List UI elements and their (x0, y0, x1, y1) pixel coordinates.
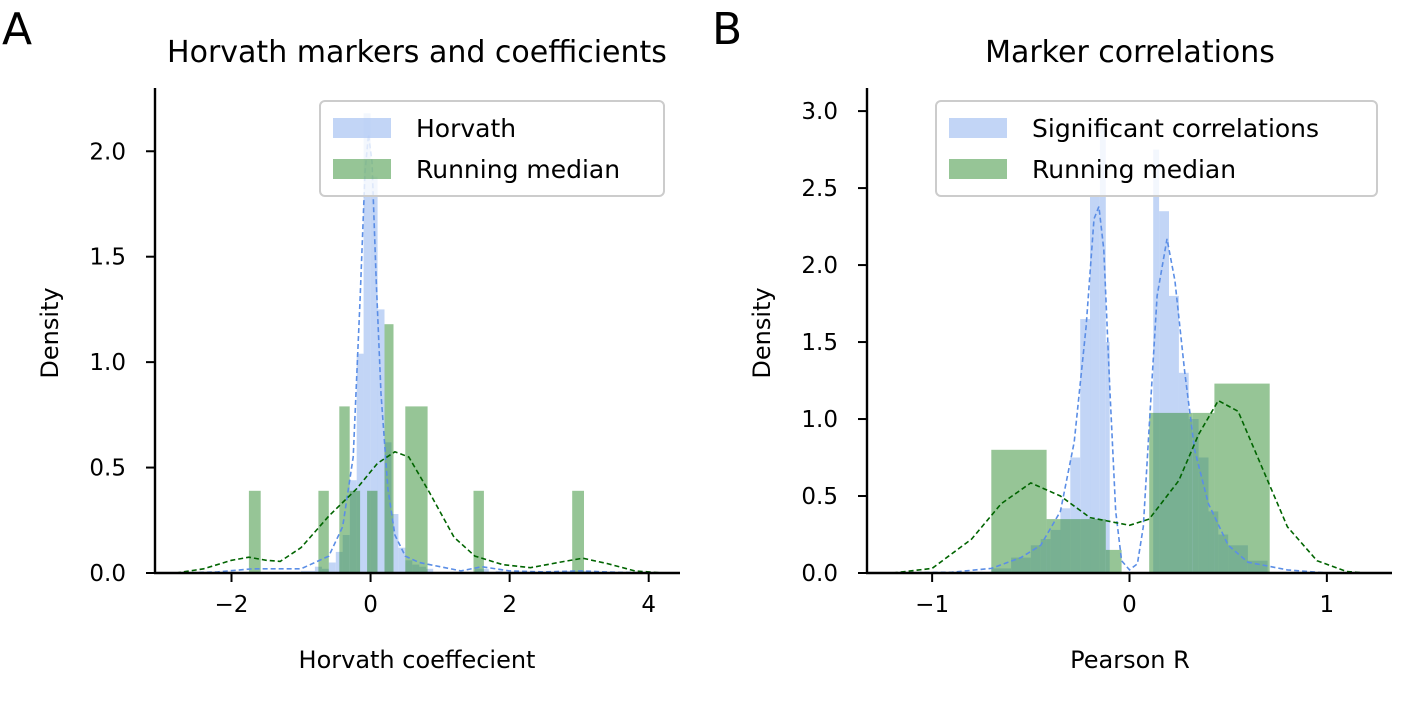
histogram-bar (349, 490, 361, 573)
plot-area-a: −2 0 2 4 0.0 0.5 1.0 1.5 2.0 Horvath Running media… (89, 88, 680, 618)
series-2-kde-line (892, 399, 1367, 574)
histogram-bar (1090, 195, 1100, 574)
y-tick-label: 3.0 (801, 99, 838, 125)
histogram-bar (1105, 342, 1110, 573)
histogram-bar (1080, 319, 1091, 573)
plot-area-b: −1 0 1 0.0 0.5 1.0 1.5 2.0 2.5 3.0 Significant cor… (801, 88, 1392, 618)
histogram-bar (426, 568, 434, 573)
y-tick-label: 1.0 (801, 407, 838, 433)
y-tick-label: 1.5 (801, 330, 838, 356)
histogram-bar (391, 514, 399, 573)
histogram-bar (398, 547, 406, 573)
series-2-bars (991, 383, 1270, 573)
legend-swatch (949, 159, 1007, 179)
legend-label: Horvath (416, 114, 516, 143)
histogram-bar (473, 490, 484, 573)
histogram-bar (339, 406, 350, 573)
histogram-bar (991, 449, 1047, 573)
histogram-bar (318, 490, 329, 573)
histogram-bar (377, 309, 385, 573)
legend-label: Running median (1032, 155, 1236, 184)
y-tick-label: 2.0 (89, 139, 126, 165)
histogram-bar (1153, 149, 1160, 573)
y-tick-label: 2.5 (801, 176, 838, 202)
series-1-kde-line (182, 134, 649, 574)
histogram-bar (1105, 549, 1122, 573)
legend-swatch (333, 118, 391, 138)
histogram-bar (405, 406, 428, 573)
histogram-bar (1192, 412, 1215, 573)
legend-swatch (333, 159, 391, 179)
histogram-bar (572, 490, 584, 573)
y-tick-label: 0.5 (801, 484, 838, 510)
x-tick-label: −2 (215, 592, 249, 618)
histogram-bar (367, 490, 378, 573)
x-axis-label-b: Pearson R (1070, 646, 1190, 674)
panel-letter-b: B (712, 4, 742, 55)
y-tick-label: 0.0 (801, 561, 838, 587)
x-axis-label-a: Horvath coeffecient (299, 646, 536, 674)
histogram-bar (384, 324, 394, 573)
legend: Horvath Running median (319, 100, 665, 197)
chart-title-b: Marker correlations (985, 35, 1275, 70)
legend-label: Running median (416, 155, 620, 184)
histogram-bar (1046, 519, 1106, 573)
histogram-bar (1159, 211, 1169, 573)
series-2-bars (248, 324, 584, 573)
histogram-bar (1214, 383, 1270, 573)
x-tick-label: 1 (1320, 592, 1335, 618)
y-tick-label: 1.0 (89, 350, 126, 376)
x-tick-label: 0 (1122, 592, 1137, 618)
histogram-bar (248, 490, 261, 573)
y-tick-label: 0.0 (89, 561, 126, 587)
series-2-kde-line (175, 450, 663, 574)
x-tick-label: 4 (641, 592, 656, 618)
y-axis-label-a: Density (36, 287, 64, 378)
y-tick-label: 1.5 (89, 245, 126, 271)
legend-box (935, 100, 1378, 197)
legend: Significant correlations Running median (935, 100, 1378, 197)
y-tick-label: 0.5 (89, 456, 126, 482)
histogram-bar (1099, 126, 1106, 573)
panel-letter-a: A (2, 4, 32, 55)
histogram-bar (363, 113, 371, 574)
legend-label: Significant correlations (1032, 114, 1319, 143)
histogram-bar (1149, 412, 1193, 573)
histogram-bar (370, 176, 378, 573)
x-tick-label: −1 (915, 592, 949, 618)
legend-box (319, 100, 665, 197)
chart-title-a: Horvath markers and coefficients (167, 35, 667, 70)
histogram-bar (356, 353, 364, 573)
histogram-bar (481, 568, 489, 573)
x-tick-label: 2 (502, 592, 517, 618)
x-tick-label: 0 (363, 592, 378, 618)
legend-swatch (949, 118, 1007, 138)
histogram-bar (1070, 457, 1081, 573)
y-axis-label-b: Density (748, 287, 776, 378)
y-tick-label: 2.0 (801, 253, 838, 279)
histogram-bar (328, 562, 336, 573)
